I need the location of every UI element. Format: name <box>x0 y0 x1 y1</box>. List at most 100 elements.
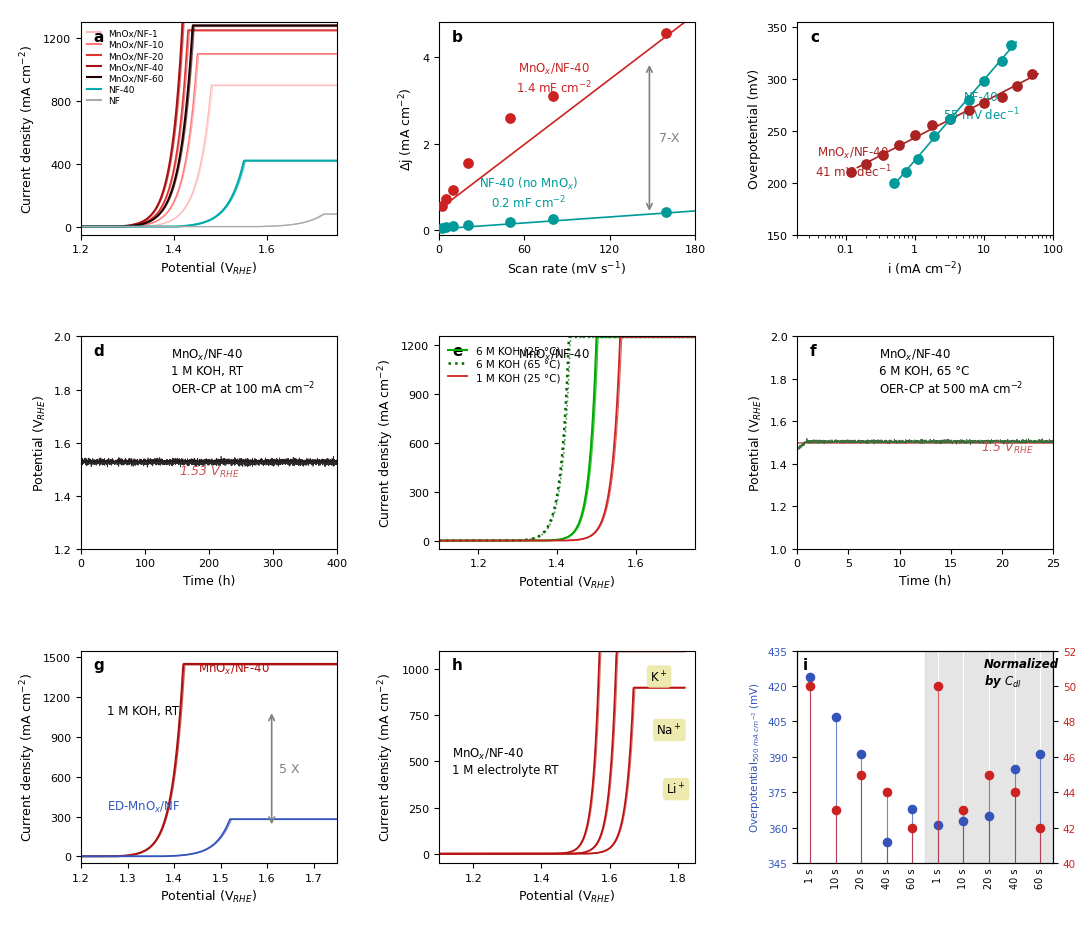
Point <box>1002 39 1020 54</box>
Text: Na$^+$: Na$^+$ <box>657 723 683 738</box>
Text: K$^+$: K$^+$ <box>650 669 667 685</box>
Y-axis label: Overpotential$_{500\ mA\ cm^{-2}}$ (mV): Overpotential$_{500\ mA\ cm^{-2}}$ (mV) <box>748 682 762 832</box>
Line: MnO$_x$/NF-40: MnO$_x$/NF-40 <box>71 664 337 857</box>
Point <box>926 130 943 145</box>
6 M KOH (25 °C) <box>555 534 568 545</box>
Point <box>437 192 455 207</box>
Point <box>993 90 1010 105</box>
Point <box>544 89 562 104</box>
1 M KOH (25 °C) <box>571 535 584 546</box>
Point <box>1024 68 1041 83</box>
Point <box>501 111 518 126</box>
Point <box>852 767 869 782</box>
X-axis label: Time (h): Time (h) <box>183 574 235 587</box>
X-axis label: Time (h): Time (h) <box>899 574 951 587</box>
Text: h: h <box>451 657 462 672</box>
Text: MnO$_x$/NF-40
6 M KOH, 65 °C
OER-CP at 500 mA cm$^{-2}$: MnO$_x$/NF-40 6 M KOH, 65 °C OER-CP at 5… <box>879 348 1024 397</box>
Point <box>501 215 518 230</box>
Point <box>955 813 972 828</box>
MnO$_x$/NF-40 <box>191 659 204 670</box>
Point <box>906 129 923 144</box>
Text: a: a <box>94 30 104 45</box>
Point <box>975 75 993 90</box>
1 M KOH (25 °C) <box>615 331 627 342</box>
Point <box>941 112 958 127</box>
Text: d: d <box>94 343 105 358</box>
Y-axis label: $\Delta$j (mA cm$^{-2}$): $\Delta$j (mA cm$^{-2}$) <box>397 87 417 171</box>
1 M KOH (25 °C) <box>643 331 656 342</box>
Text: 1.5 V$_{RHE}$: 1.5 V$_{RHE}$ <box>982 441 1034 456</box>
X-axis label: Potential (V$_{RHE}$): Potential (V$_{RHE}$) <box>160 888 257 905</box>
ED-MnO$_x$/NF <box>208 838 221 849</box>
6 M KOH (65 °C) <box>433 535 446 547</box>
Point <box>827 710 845 725</box>
Text: NF-40
55 mV dec$^{-1}$: NF-40 55 mV dec$^{-1}$ <box>943 91 1020 123</box>
Y-axis label: Current density (mA cm$^{-2}$): Current density (mA cm$^{-2}$) <box>376 359 395 527</box>
Y-axis label: Potential (V$_{RHE}$): Potential (V$_{RHE}$) <box>748 394 765 492</box>
ED-MnO$_x$/NF <box>324 814 337 825</box>
Point <box>459 157 476 172</box>
Y-axis label: Current density (mA cm$^{-2}$): Current density (mA cm$^{-2}$) <box>18 673 38 842</box>
Text: MnO$_x$/NF-40
1 M electrolyte RT: MnO$_x$/NF-40 1 M electrolyte RT <box>451 746 558 777</box>
Point <box>875 148 892 163</box>
Point <box>960 104 977 119</box>
Point <box>1031 747 1049 762</box>
ED-MnO$_x$/NF <box>224 814 237 825</box>
Point <box>904 802 921 817</box>
1 M KOH (25 °C) <box>555 535 568 547</box>
Point <box>433 222 450 237</box>
Point <box>1005 785 1023 800</box>
Point <box>459 218 476 233</box>
Line: ED-MnO$_x$/NF: ED-MnO$_x$/NF <box>71 819 337 857</box>
Text: 7-X: 7-X <box>660 133 680 146</box>
Text: MnO$_x$/NF-40
41 mV dec$^{-1}$: MnO$_x$/NF-40 41 mV dec$^{-1}$ <box>815 147 892 181</box>
Text: g: g <box>94 657 105 672</box>
MnO$_x$/NF-40 <box>324 659 337 670</box>
Point <box>886 176 903 191</box>
X-axis label: i (mA cm$^{-2}$): i (mA cm$^{-2}$) <box>888 261 962 278</box>
Point <box>960 94 977 109</box>
1 M KOH (25 °C) <box>683 331 696 342</box>
Point <box>981 808 998 823</box>
Point <box>993 54 1010 69</box>
Text: Li$^+$: Li$^+$ <box>666 781 686 797</box>
6 M KOH (25 °C) <box>643 331 656 342</box>
Point <box>878 785 895 800</box>
X-axis label: Potential (V$_{RHE}$): Potential (V$_{RHE}$) <box>518 888 616 905</box>
Y-axis label: Current density (mA cm$^{-2}$): Current density (mA cm$^{-2}$) <box>18 45 38 213</box>
MnO$_x$/NF-40 <box>177 659 190 670</box>
Point <box>975 97 993 111</box>
Text: MnO$_x$/NF-40
1 M KOH, RT
OER-CP at 100 mA cm$^{-2}$: MnO$_x$/NF-40 1 M KOH, RT OER-CP at 100 … <box>171 348 315 397</box>
1 M KOH (25 °C) <box>433 535 446 547</box>
Text: 5 X: 5 X <box>279 763 299 776</box>
Text: e: e <box>451 343 462 358</box>
Text: Normalized
by $C_{dl}$: Normalized by $C_{dl}$ <box>984 657 1059 690</box>
Text: MnO$_x$/NF-40
1.4 mF cm$^{-2}$: MnO$_x$/NF-40 1.4 mF cm$^{-2}$ <box>516 61 592 96</box>
6 M KOH (65 °C) <box>683 331 696 342</box>
6 M KOH (25 °C) <box>433 535 446 547</box>
6 M KOH (25 °C) <box>585 436 598 447</box>
Line: 6 M KOH (25 °C): 6 M KOH (25 °C) <box>440 337 694 541</box>
1 M KOH (25 °C) <box>688 331 701 342</box>
Point <box>923 118 941 133</box>
6 M KOH (25 °C) <box>591 331 604 342</box>
MnO$_x$/NF-40 <box>224 659 237 670</box>
Point <box>852 747 869 762</box>
Point <box>801 679 819 694</box>
6 M KOH (25 °C) <box>688 331 701 342</box>
6 M KOH (65 °C) <box>688 331 701 342</box>
1 M KOH (25 °C) <box>585 530 598 541</box>
Text: i: i <box>802 657 808 672</box>
Point <box>858 158 875 173</box>
Bar <box>926 651 1053 863</box>
Text: 1.53 V$_{RHE}$: 1.53 V$_{RHE}$ <box>178 464 240 479</box>
Text: c: c <box>810 30 819 45</box>
ED-MnO$_x$/NF <box>283 814 296 825</box>
6 M KOH (65 °C) <box>554 465 567 476</box>
Point <box>433 200 450 214</box>
Point <box>955 803 972 818</box>
Point <box>658 205 675 220</box>
Point <box>878 834 895 849</box>
6 M KOH (65 °C) <box>643 331 656 342</box>
Point <box>1005 761 1023 776</box>
